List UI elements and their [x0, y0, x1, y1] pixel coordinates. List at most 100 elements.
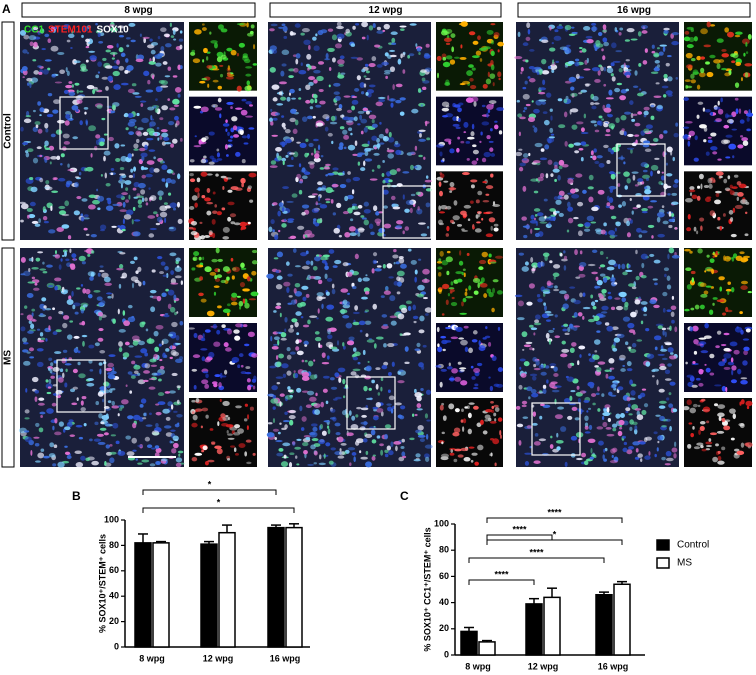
cell [490, 173, 494, 178]
cell [402, 69, 406, 74]
cell [97, 441, 106, 445]
cell [226, 154, 229, 157]
cell [272, 406, 276, 410]
cell [595, 43, 604, 48]
cell [24, 417, 30, 420]
cell [437, 72, 440, 79]
cell [310, 423, 318, 427]
cell [24, 430, 30, 433]
cell [395, 261, 400, 265]
cell [314, 153, 320, 159]
cell [382, 136, 389, 142]
cell [291, 318, 298, 323]
cell [175, 462, 182, 468]
cell [147, 79, 151, 85]
cell [742, 140, 749, 146]
cell [587, 381, 595, 387]
cell [388, 395, 395, 401]
micrograph [684, 171, 752, 240]
cell [37, 101, 42, 106]
cell [574, 61, 580, 67]
cell [60, 153, 65, 158]
cell [59, 368, 64, 373]
cell [600, 229, 606, 235]
cell [473, 367, 481, 373]
cell [107, 295, 112, 299]
cell [191, 368, 198, 372]
cell [281, 157, 287, 162]
cell [242, 298, 246, 304]
cell [716, 299, 725, 303]
cell [593, 102, 600, 105]
cell [247, 331, 255, 338]
cell [382, 160, 385, 163]
cell [622, 435, 626, 439]
cell [634, 408, 641, 411]
cell [643, 140, 651, 145]
cell [403, 332, 411, 336]
cell [595, 276, 599, 281]
cell [48, 453, 56, 458]
cell [717, 100, 720, 106]
cell [490, 225, 493, 231]
cell [740, 442, 745, 448]
cell [206, 201, 214, 205]
cell [490, 23, 496, 26]
cell [387, 172, 390, 177]
cell [61, 213, 70, 217]
cell [541, 101, 546, 105]
cell [662, 308, 666, 313]
cell [482, 200, 490, 203]
cell [737, 192, 744, 197]
cell [44, 122, 49, 129]
cell [345, 120, 353, 123]
cell [392, 83, 395, 90]
cell [301, 390, 309, 393]
cell [150, 306, 156, 313]
cell [706, 21, 711, 28]
cell [384, 453, 389, 458]
cell [300, 252, 308, 257]
cell [367, 140, 370, 145]
cell [98, 315, 102, 321]
cell [671, 254, 680, 259]
cell [424, 307, 433, 313]
cell [51, 73, 57, 78]
cell [651, 235, 654, 239]
cell [497, 326, 501, 331]
cell [667, 193, 671, 196]
cell [465, 295, 474, 299]
cell [580, 141, 587, 146]
cell [169, 356, 173, 360]
cell [438, 272, 442, 277]
cell [314, 331, 320, 335]
cell [296, 332, 300, 336]
cell [661, 85, 669, 89]
cell [392, 405, 395, 410]
y-tick-label: 60 [109, 565, 119, 575]
cell [177, 450, 184, 454]
cell [315, 104, 322, 108]
stain-label: STEM101 [48, 25, 93, 36]
cell [611, 42, 617, 49]
cell [705, 444, 712, 447]
cell [494, 407, 500, 412]
cell [682, 406, 690, 411]
cell [418, 154, 423, 158]
cell [309, 315, 318, 319]
cell [481, 104, 486, 108]
cell [361, 217, 367, 220]
cell [376, 221, 381, 227]
cell [619, 424, 623, 428]
cell [270, 219, 275, 225]
cell [717, 412, 725, 418]
cell [275, 355, 279, 360]
cell [124, 69, 129, 74]
cell [157, 256, 163, 260]
cell [440, 173, 445, 179]
cell [637, 178, 644, 183]
cell [253, 44, 256, 50]
cell [152, 74, 155, 80]
cell [718, 59, 725, 63]
cell [480, 277, 485, 283]
